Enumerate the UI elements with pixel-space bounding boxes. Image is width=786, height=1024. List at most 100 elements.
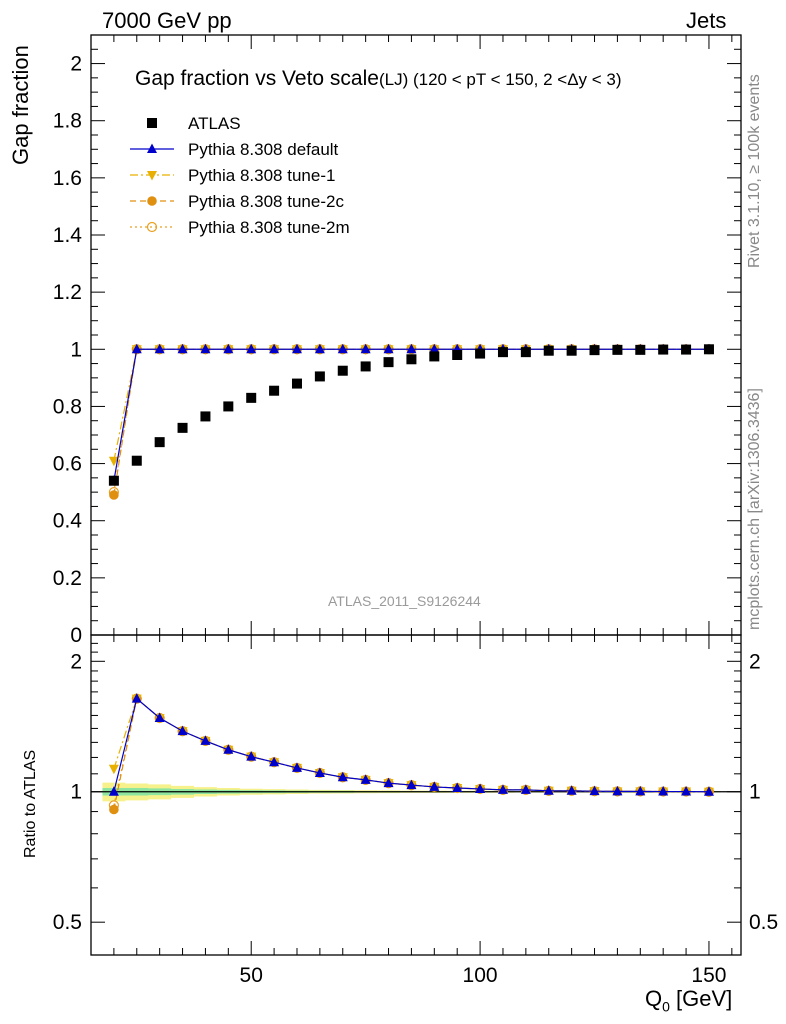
data-point — [406, 343, 417, 354]
data-point — [337, 365, 348, 376]
data-point — [223, 343, 234, 354]
data-point — [635, 344, 646, 355]
data-point — [177, 422, 188, 433]
ratio-data-point — [337, 771, 348, 782]
y-tick-label: 0 — [70, 624, 82, 647]
ratio-data-point — [291, 762, 302, 772]
ratio-data-point — [635, 785, 646, 796]
y-tick-label-right: 0.5 — [749, 911, 778, 934]
ratio-data-point — [200, 735, 211, 745]
data-point — [108, 456, 119, 467]
y-tick-label: 1.8 — [53, 110, 82, 133]
data-point — [291, 378, 302, 389]
data-point — [269, 343, 280, 354]
ratio-data-point — [681, 786, 692, 796]
legend-marker — [147, 143, 157, 153]
ratio-data-point — [177, 725, 188, 736]
data-point — [337, 343, 348, 354]
chart-title-sub: (LJ) (120 < pT < 150, 2 <Δy < 3) — [378, 70, 622, 89]
y-axis-label-top: Gap fraction — [8, 45, 33, 165]
y-tick-label: 1.2 — [53, 281, 82, 304]
chart-title: Gap fraction vs Veto scale(LJ) (120 < pT… — [135, 67, 622, 91]
data-point — [612, 344, 623, 355]
y-tick-label: 0.8 — [53, 395, 82, 418]
y-axis-label-bottom: Ratio to ATLAS — [22, 749, 39, 858]
y-tick-label: 0.2 — [53, 567, 82, 590]
ratio-data-point — [612, 785, 623, 796]
ratio-data-point — [223, 744, 234, 754]
data-point — [177, 343, 188, 354]
data-point — [131, 455, 142, 466]
data-point — [452, 350, 463, 360]
ratio-data-point — [108, 764, 119, 775]
legend-marker — [147, 118, 157, 128]
x-tick-label: 50 — [240, 964, 263, 987]
ratio-data-point — [475, 783, 486, 793]
ratio-data-point — [406, 779, 417, 790]
data-point — [246, 392, 257, 403]
data-point — [681, 344, 692, 355]
ratio-data-point — [703, 786, 714, 796]
data-point — [269, 385, 280, 396]
x-axis-label-sub: 0 — [662, 998, 670, 1015]
y-tick-label-right: 1 — [749, 781, 761, 804]
ratio-data-point — [109, 804, 119, 815]
y-tick-label-right: 2 — [749, 650, 761, 673]
data-point — [200, 411, 211, 422]
data-point — [314, 371, 325, 382]
x-axis-label-unit: [GeV] — [669, 986, 733, 1011]
legend-label: Pythia 8.308 tune-1 — [188, 166, 335, 185]
legend-marker — [147, 196, 157, 206]
data-point — [246, 343, 257, 354]
bottom-panel-frame — [90, 634, 742, 956]
legend-label: Pythia 8.308 default — [188, 140, 339, 159]
ratio-data-point — [543, 785, 554, 795]
data-point — [154, 343, 165, 354]
legend-marker — [147, 171, 157, 181]
ratio-data-point — [589, 785, 600, 796]
ratio-data-point — [383, 777, 394, 788]
data-point — [589, 345, 600, 356]
data-point — [200, 343, 211, 354]
x-axis-label: Q0 [GeV] — [645, 986, 732, 1014]
legend-label: Pythia 8.308 tune-2m — [188, 218, 350, 237]
rivet-label: Rivet 3.1.10, ≥ 100k events — [746, 74, 763, 268]
y-tick-label: 0.6 — [53, 453, 82, 476]
ratio-data-point — [452, 782, 463, 793]
y-tick-label: 1 — [70, 781, 82, 804]
ratio-data-point — [658, 786, 669, 796]
data-point — [109, 490, 119, 500]
header-left: 7000 GeV pp — [102, 8, 232, 33]
y-tick-label: 1.6 — [53, 167, 82, 190]
data-point — [497, 347, 508, 358]
data-point — [108, 475, 119, 486]
ratio-data-point — [566, 785, 577, 795]
legend-marker — [146, 221, 158, 233]
data-point — [154, 437, 165, 448]
data-point — [360, 361, 371, 372]
data-point — [223, 401, 234, 412]
ratio-data-point — [154, 712, 165, 722]
y-tick-label: 2 — [70, 53, 82, 76]
chart-title-main: Gap fraction vs Veto scale — [135, 67, 379, 90]
data-point — [703, 344, 714, 355]
data-point — [475, 348, 486, 359]
ratio-data-point — [520, 784, 531, 794]
header-right: Jets — [686, 8, 727, 33]
data-point — [383, 343, 394, 354]
data-point — [543, 345, 554, 356]
mcplots-label: mcplots.cern.ch [arXiv:1306.3436] — [746, 388, 763, 630]
data-point — [291, 343, 302, 354]
ratio-data-point — [360, 774, 371, 784]
data-point — [131, 343, 142, 354]
ratio-data-point — [246, 751, 257, 761]
data-point — [314, 343, 325, 354]
data-point — [429, 351, 440, 362]
x-tick-label: 150 — [691, 964, 726, 987]
ratio-data-point — [314, 767, 325, 777]
legend-label: ATLAS — [188, 114, 241, 133]
data-point — [360, 343, 371, 354]
data-point — [406, 354, 417, 365]
y-tick-label: 2 — [70, 650, 82, 673]
series-line — [113, 348, 709, 496]
